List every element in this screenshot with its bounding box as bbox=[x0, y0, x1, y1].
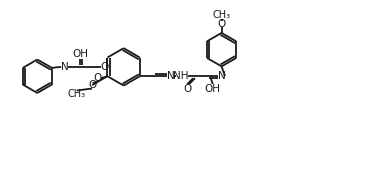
Text: N: N bbox=[167, 71, 175, 81]
Text: O: O bbox=[183, 84, 191, 94]
Text: OH: OH bbox=[73, 49, 89, 59]
Text: O: O bbox=[100, 62, 108, 72]
Text: N: N bbox=[218, 71, 225, 81]
Text: CH₃: CH₃ bbox=[212, 10, 231, 20]
Text: CH₃: CH₃ bbox=[68, 89, 86, 99]
Text: NH: NH bbox=[173, 71, 189, 81]
Text: O: O bbox=[88, 80, 96, 90]
Text: OH: OH bbox=[205, 84, 221, 94]
Text: N: N bbox=[61, 62, 68, 72]
Text: O: O bbox=[218, 19, 226, 29]
Text: O: O bbox=[93, 73, 102, 83]
